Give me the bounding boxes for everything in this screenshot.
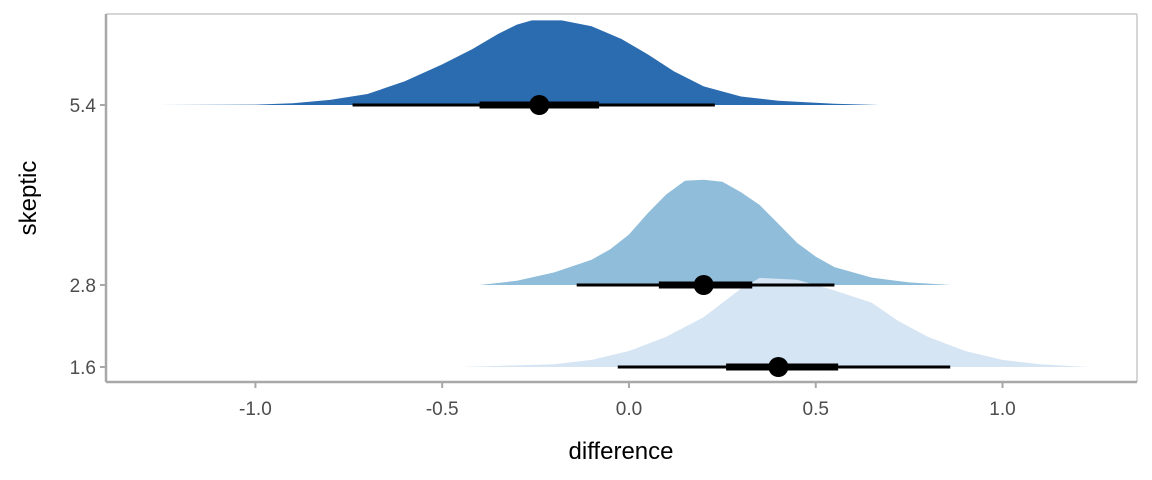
x-tick-label: 0.5 [803, 399, 829, 420]
median-point-1.6 [768, 357, 789, 377]
x-tick-label: 1.0 [989, 399, 1015, 420]
density-1.6 [460, 277, 1089, 367]
median-point-5.4 [529, 95, 550, 115]
x-axis-title: difference [569, 438, 674, 465]
density-5.4 [158, 20, 880, 105]
interval-layer [352, 95, 951, 377]
x-tick-label: -1.0 [239, 399, 272, 420]
axes-layer: -1.0 -0.5 0.0 0.5 1.0 5.4 2.8 1.6 [70, 13, 1138, 420]
density-2.8 [479, 179, 951, 285]
y-tick-label: 5.4 [70, 96, 97, 117]
y-axis-title: skeptic [15, 161, 42, 236]
x-tick-label: -0.5 [426, 399, 459, 420]
y-tick-label: 2.8 [70, 276, 96, 297]
density-layer [158, 20, 1089, 367]
x-tick-label: 0.0 [616, 399, 642, 420]
median-point-2.8 [693, 275, 714, 295]
y-tick-label: 1.6 [70, 358, 96, 379]
